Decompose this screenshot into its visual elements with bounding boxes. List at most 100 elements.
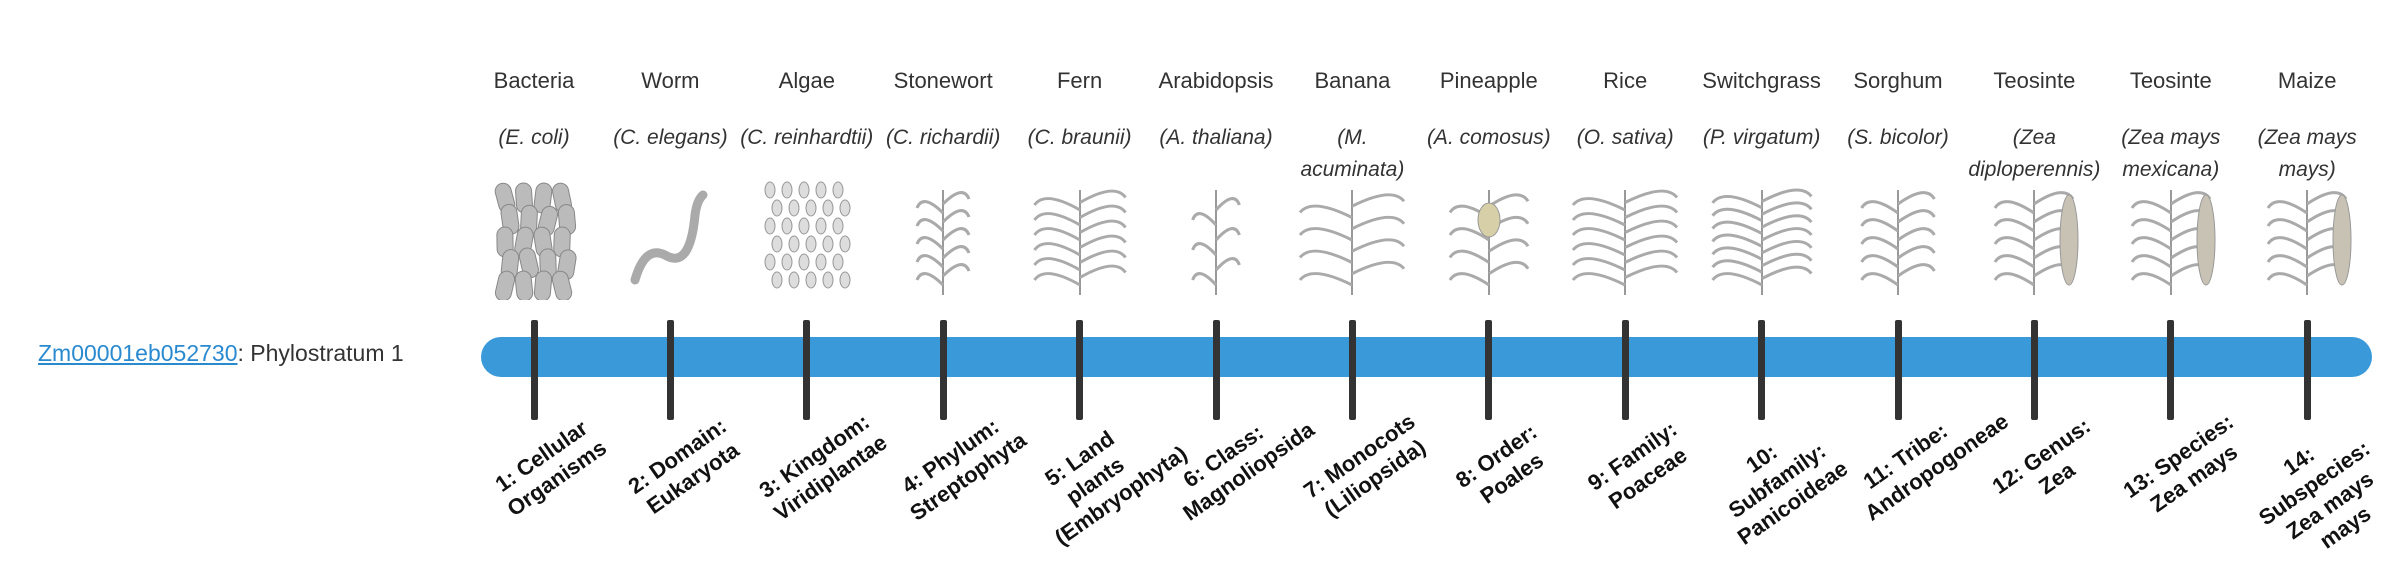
organism-illustration (2266, 190, 2352, 295)
organism-species: (Zea mays mexicana) (2121, 126, 2221, 181)
organism-name: Maize (2277, 68, 2337, 93)
organism-species: (C. elegans) (613, 126, 728, 149)
illustration-part (1711, 233, 1763, 248)
illustration-part (1078, 249, 1127, 264)
organism-illustration (764, 181, 851, 289)
illustration-part (551, 270, 573, 300)
organism-name: Algae (778, 68, 835, 93)
illustration-part (1994, 218, 2036, 233)
illustration-part (1711, 207, 1763, 223)
organism-illustration (1032, 189, 1127, 295)
illustration-part (1487, 238, 1530, 253)
organism-name: Pineapple (1439, 68, 1538, 93)
illustration-part (1760, 227, 1813, 242)
stratum-tick (1485, 320, 1493, 420)
organism-name: Bacteria (493, 68, 575, 93)
organism-illustration (630, 190, 708, 285)
illustration-part (1897, 263, 1936, 278)
stratum-tick (530, 320, 538, 420)
illustration-part (788, 271, 800, 289)
illustration-part (915, 200, 945, 215)
stratum-label: 2: Domain: Eukaryota (623, 413, 744, 519)
stratum-label: 10: Subfamily: Panicoideae (1723, 438, 1852, 550)
illustration-part (942, 245, 971, 260)
illustration-part (781, 217, 793, 235)
timeline-bar (481, 337, 2372, 377)
illustration-part (942, 227, 971, 242)
illustration-part (781, 181, 793, 199)
stratum-tick (1348, 320, 1356, 420)
stratum-tick (939, 320, 947, 420)
organism-species: (Zea diploperennis) (1968, 126, 2101, 181)
illustration-part (839, 199, 851, 217)
organism-species: (E. coli) (498, 126, 570, 149)
illustration-part (1448, 272, 1490, 287)
illustration-part (1711, 246, 1763, 261)
illustration-part (942, 209, 971, 224)
illustration-part (1624, 264, 1679, 279)
illustration-part (1351, 193, 1406, 208)
illustration-part (1572, 197, 1626, 212)
illustration-part (805, 199, 817, 217)
illustration-part (1078, 234, 1127, 249)
organism-name: Arabidopsis (1158, 68, 1274, 93)
organism-illustration (494, 182, 577, 300)
organism-illustration (1448, 190, 1530, 295)
illustration-part (781, 253, 793, 271)
stratum-tick (1894, 320, 1902, 420)
illustration-part (1994, 200, 2036, 215)
illustration-part (1448, 227, 1490, 242)
illustration-part (2266, 254, 2309, 269)
stratum-label: 8: Order: Poales (1450, 419, 1548, 509)
illustration-part (822, 199, 834, 217)
illustration-part (798, 217, 810, 235)
illustration-part (2130, 218, 2172, 233)
illustration-part (1897, 227, 1936, 242)
illustration-part (815, 217, 827, 235)
organism-name: Rice (1603, 68, 1648, 93)
illustration-part (1078, 204, 1127, 219)
illustration-part (788, 235, 800, 253)
organism-name: Banana (1314, 68, 1391, 93)
stratum-label: 13: Species: Zea mays (2118, 408, 2242, 518)
illustration-part (822, 271, 834, 289)
illustration-part (839, 235, 851, 253)
organism-name: Worm (641, 68, 700, 93)
gene-link[interactable]: Zm00001eb052730 (38, 340, 238, 366)
illustration-part (1191, 242, 1218, 257)
illustration-part (1032, 197, 1081, 212)
illustration-part (771, 235, 783, 253)
illustration-part (533, 270, 553, 300)
illustration-part (1078, 264, 1127, 279)
illustration-part (771, 199, 783, 217)
illustration-part (764, 181, 776, 199)
illustration-part (832, 253, 844, 271)
illustration-part (1994, 272, 2036, 287)
illustration-part (1860, 236, 1899, 251)
stratum-label: 9: Family: Poaceae (1583, 416, 1692, 514)
illustration-part (2130, 272, 2172, 287)
illustration-part (832, 181, 844, 199)
stratum-tick (1621, 320, 1629, 420)
illustration-part (630, 190, 708, 285)
illustration-part (514, 270, 534, 300)
illustration-part (1711, 220, 1763, 235)
organism-species: (O. sativa) (1576, 126, 1674, 149)
illustration-part (764, 217, 776, 235)
stratum-tick (2303, 320, 2311, 420)
illustration-part (1032, 227, 1081, 242)
illustration-part (1191, 212, 1218, 227)
illustration-part (2332, 194, 2352, 286)
illustration-part (805, 235, 817, 253)
illustration-part (1994, 236, 2036, 251)
illustration-part (1711, 195, 1763, 210)
illustration-part (1860, 272, 1899, 287)
illustration-part (1624, 204, 1679, 219)
illustration-part (1487, 260, 1530, 275)
illustration-part (1032, 242, 1081, 257)
illustration-part (1711, 259, 1763, 274)
illustration-part (1572, 272, 1626, 287)
stratum-label: 1: Cellular Organisms (490, 415, 611, 522)
illustration-part (1487, 193, 1530, 208)
